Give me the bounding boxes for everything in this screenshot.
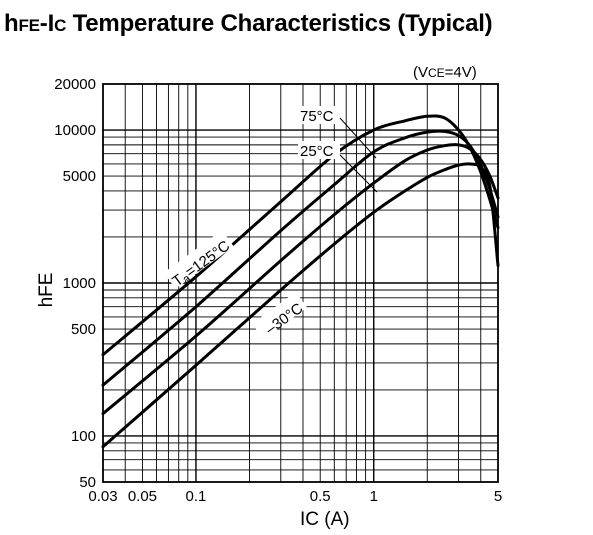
x-axis-label-text: IC (A) [300, 509, 350, 530]
label-background [252, 292, 307, 340]
title-hfe-subscript: FE [18, 16, 40, 35]
chart-title: hFE-IC Temperature Characteristics (Typi… [4, 10, 493, 38]
y-tick-label: 50 [79, 474, 96, 491]
label-background [298, 141, 340, 159]
x-tick-label: 0.1 [186, 488, 207, 505]
leader-line-75c [339, 117, 377, 159]
title-separator: -I [39, 10, 55, 37]
condition-label: (VCE=4V) [413, 64, 477, 81]
x-axis-label: IC (A) [300, 509, 350, 530]
data-curves [101, 114, 500, 449]
series-label-75c: 75°C [300, 108, 334, 125]
series-line-3 [101, 162, 500, 449]
y-tick-label: 500 [71, 321, 96, 338]
y-tick-label: 100 [71, 428, 96, 445]
y-tick-label: 20000 [54, 76, 96, 93]
plot-frame [102, 83, 499, 483]
series-line-0 [101, 114, 500, 357]
series-line-2 [101, 143, 500, 416]
x-tick-label: 1 [370, 488, 378, 505]
y-tick-label: 10000 [54, 122, 96, 139]
y-axis-label-text: hFE [36, 273, 57, 308]
series-label-25c: 25°C [300, 143, 334, 160]
x-tick-label: 0.5 [310, 488, 331, 505]
axis-ticks: 0.03 0.05 0.1 0.5 1 5 50 100 500 1000 5000 10000 200… [54, 76, 502, 505]
x-tick-label: 0.03 [88, 488, 117, 505]
title-ic-subscript: C [54, 16, 67, 35]
leader-line-25c [339, 154, 378, 193]
y-tick-label: 5000 [63, 168, 96, 185]
y-axis-label: hFE [36, 273, 57, 308]
label-background [298, 106, 340, 124]
label-background [163, 230, 234, 289]
title-rest: Temperature Characteristics (Typical) [66, 10, 493, 37]
chart-grid [103, 84, 498, 482]
series-line-1 [101, 129, 500, 387]
x-tick-label: 5 [494, 488, 502, 505]
y-tick-label: 1000 [63, 275, 96, 292]
title-hfe-symbol: h [4, 10, 19, 37]
x-tick-label: 0.05 [128, 488, 157, 505]
